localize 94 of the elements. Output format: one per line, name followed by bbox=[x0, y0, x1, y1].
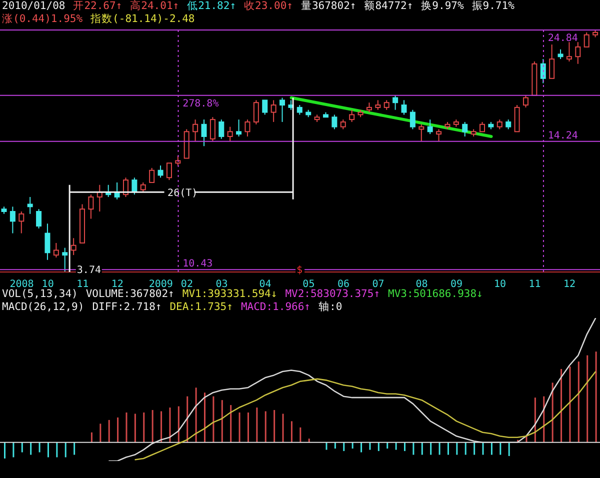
candlestick bbox=[280, 97, 286, 122]
text: 低21.82↑ bbox=[187, 0, 236, 13]
annotation: $ bbox=[296, 265, 303, 276]
candlestick bbox=[44, 223, 50, 260]
candlestick bbox=[262, 100, 268, 116]
candlestick bbox=[166, 162, 172, 181]
x-tick-label: 03 bbox=[216, 279, 228, 290]
text: DEA:1.735↑ bbox=[170, 301, 233, 314]
candlestick bbox=[366, 102, 372, 113]
candlestick bbox=[480, 121, 486, 132]
x-tick-label: 2008 bbox=[10, 279, 34, 290]
text: MV1:393331.594↓ bbox=[182, 288, 278, 301]
x-tick-label: 11 bbox=[76, 279, 89, 290]
candlestick bbox=[227, 126, 233, 142]
candlestick bbox=[436, 128, 442, 142]
x-tick-label: 11 bbox=[528, 279, 541, 290]
candlestick bbox=[210, 116, 216, 142]
candlestick bbox=[496, 119, 502, 130]
candlestick bbox=[270, 100, 276, 122]
text: 2010/01/08 bbox=[2, 0, 66, 13]
candlestick bbox=[332, 114, 338, 130]
candlestick bbox=[27, 196, 33, 214]
candlestick bbox=[375, 100, 381, 110]
candlestick bbox=[558, 48, 564, 60]
text: VOL(5,13,34) bbox=[2, 288, 78, 301]
candlestick bbox=[175, 155, 181, 166]
annotation: 10.43 bbox=[182, 258, 213, 270]
candlestick bbox=[192, 119, 198, 142]
x-tick-label: 08 bbox=[416, 279, 428, 290]
x-tick-label: 05 bbox=[302, 279, 315, 290]
text: 收23.00↑ bbox=[244, 0, 293, 13]
text: 开22.67↑ bbox=[73, 0, 122, 13]
x-tick-label: 12 bbox=[111, 279, 124, 290]
candlestick bbox=[244, 119, 250, 137]
x-tick-label: 10 bbox=[494, 279, 506, 290]
candlestick bbox=[427, 119, 433, 135]
candlestick bbox=[549, 44, 555, 79]
candlestick bbox=[88, 194, 94, 220]
candlestick bbox=[62, 247, 68, 272]
candlestick bbox=[10, 206, 16, 234]
candlestick bbox=[53, 242, 59, 258]
candlestick bbox=[296, 104, 302, 116]
x-tick-label: 10 bbox=[42, 279, 54, 290]
candlestick bbox=[18, 211, 24, 234]
text: 高24.01↑ bbox=[130, 0, 180, 13]
candlestick bbox=[410, 109, 416, 130]
candlestick bbox=[201, 119, 207, 147]
x-tick-label: 04 bbox=[259, 279, 272, 290]
candlestick bbox=[236, 119, 242, 137]
candlestick bbox=[418, 124, 424, 142]
candlestick bbox=[462, 121, 468, 137]
candlestick bbox=[158, 165, 164, 178]
text: DIFF:2.718↑ bbox=[92, 301, 162, 314]
annotation: 26(T) bbox=[168, 188, 198, 200]
candlestick bbox=[36, 208, 42, 229]
candlestick bbox=[132, 177, 138, 196]
candlestick bbox=[522, 94, 528, 108]
x-tick-label: 2009 bbox=[148, 279, 173, 290]
text: MACD:1.966↑ bbox=[240, 301, 310, 314]
candlestick bbox=[253, 100, 259, 125]
annotation: 278.8% bbox=[182, 98, 219, 110]
candlestick bbox=[149, 167, 155, 183]
candlestick bbox=[566, 42, 572, 62]
candlestick bbox=[506, 119, 512, 130]
candlestick bbox=[392, 94, 398, 110]
candlestick bbox=[384, 100, 390, 110]
text: MV2:583073.375↑ bbox=[285, 288, 380, 301]
x-tick-label: 07 bbox=[372, 279, 384, 290]
x-tick-label: 02 bbox=[180, 279, 193, 290]
candlestick bbox=[349, 109, 355, 122]
text: MV3:501686.938↓ bbox=[388, 288, 483, 301]
candlestick bbox=[401, 100, 407, 116]
annotation: 3.74 bbox=[76, 265, 102, 276]
x-tick-label: 12 bbox=[564, 279, 576, 290]
text: 换9.97% bbox=[421, 0, 464, 13]
x-tick-label: 06 bbox=[337, 279, 350, 290]
annotation: 24.84 bbox=[548, 33, 578, 44]
text: 量367802↑ bbox=[300, 0, 356, 13]
candlestick bbox=[340, 119, 346, 130]
candlestick bbox=[575, 42, 581, 64]
text: VOLUME:367802↑ bbox=[86, 288, 174, 301]
candlestick bbox=[70, 238, 76, 256]
text: 额84772↑ bbox=[364, 0, 414, 13]
text: 涨(0.44)1.95% bbox=[2, 13, 83, 26]
text: MACD(26,12,9) bbox=[2, 301, 84, 314]
x-tick-label: 09 bbox=[450, 279, 463, 290]
annotation: 14.24 bbox=[548, 130, 578, 142]
candlestick bbox=[122, 177, 128, 198]
candlestick bbox=[218, 119, 224, 140]
candlestick bbox=[584, 32, 590, 48]
text: 振9.71% bbox=[472, 0, 514, 13]
candlestick bbox=[140, 182, 146, 193]
text: 轴:0 bbox=[318, 301, 342, 314]
text: 指数(-81.14)-2.48 bbox=[90, 13, 195, 26]
